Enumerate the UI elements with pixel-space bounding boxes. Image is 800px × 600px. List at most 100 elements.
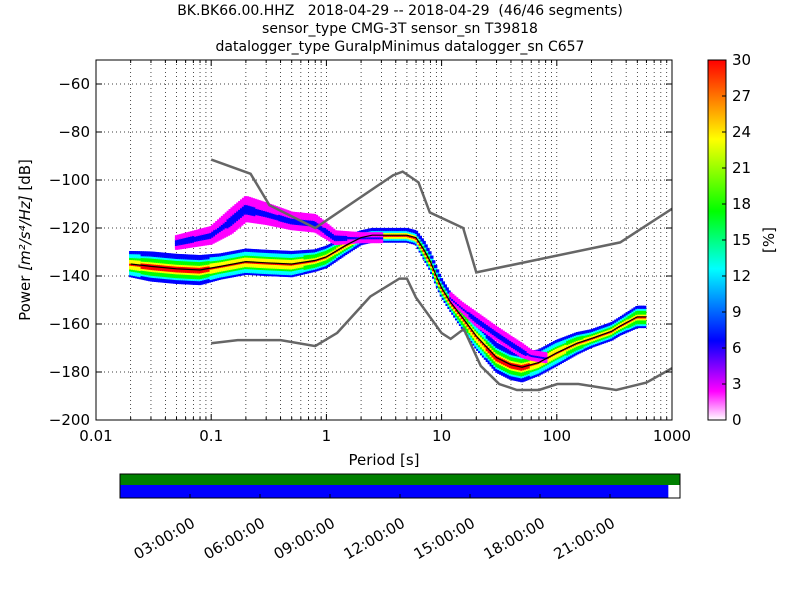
ppsd-cell (186, 244, 190, 249)
ppsd-cell (129, 256, 133, 260)
ppsd-cell (165, 262, 169, 266)
ppsd-cell (328, 262, 332, 266)
ppsd-cell (466, 329, 470, 334)
ppsd-cell (639, 313, 643, 317)
ppsd-cell (157, 261, 162, 266)
ppsd-cell (512, 360, 516, 364)
ppsd-cell (430, 267, 434, 271)
ppsd-cell (635, 325, 639, 329)
ppsd-cell (228, 274, 233, 278)
ppsd-cell (175, 257, 179, 261)
ppsd-cell (562, 358, 566, 362)
ppsd-cell (308, 213, 313, 217)
ppsd-cell (301, 264, 306, 268)
ppsd-cell (220, 227, 225, 231)
ppsd-cell (556, 344, 561, 349)
y-tick-label: −180 (49, 363, 90, 381)
ppsd-cell (195, 233, 200, 237)
ppsd-cell (292, 269, 296, 273)
ppsd-cell (142, 262, 146, 266)
ppsd-cell (516, 355, 520, 359)
ppsd-cell (295, 254, 300, 258)
ppsd-cell (410, 239, 415, 243)
ppsd-cell (507, 336, 511, 340)
ppsd-cell (316, 227, 320, 231)
ppsd-cell (282, 212, 286, 217)
ppsd-cell (478, 328, 482, 332)
ppsd-cell (478, 330, 482, 334)
ppsd-cell (435, 282, 440, 287)
ppsd-cell (537, 366, 541, 370)
ppsd-cell (579, 347, 584, 351)
ppsd-cell (309, 267, 313, 271)
ppsd-cell (290, 272, 294, 276)
ppsd-cell (209, 260, 214, 264)
ppsd-cell (642, 311, 647, 315)
ppsd-cell (176, 246, 181, 250)
ppsd-cell (200, 264, 204, 268)
ppsd-cell (372, 236, 376, 240)
ppsd-cell (307, 251, 311, 255)
ppsd-cell (246, 271, 250, 275)
ppsd-cell (176, 236, 181, 240)
ppsd-cell (524, 366, 528, 370)
ppsd-cell (253, 198, 257, 203)
ppsd-cell (476, 313, 480, 317)
ppsd-cell (455, 317, 459, 321)
ppsd-cell (213, 257, 217, 262)
ppsd-cell (169, 270, 173, 274)
ppsd-cell (265, 269, 269, 273)
ppsd-cell (265, 257, 269, 261)
x-tick-label: 1000 (653, 427, 691, 445)
ppsd-cell (249, 248, 254, 253)
ppsd-cell (209, 241, 213, 245)
ppsd-cell (230, 230, 234, 234)
ppsd-cell (267, 271, 271, 275)
ppsd-cell (249, 250, 254, 255)
ppsd-cell (241, 199, 246, 203)
ppsd-cell (205, 274, 210, 278)
ppsd-cell (395, 231, 399, 235)
ppsd-cell (405, 227, 409, 232)
ppsd-cell (165, 279, 169, 284)
ppsd-cell (493, 363, 497, 368)
ppsd-cell (150, 253, 154, 257)
ppsd-cell (224, 222, 229, 227)
ppsd-cell (525, 365, 530, 370)
ppsd-cell (530, 357, 534, 361)
ppsd-cell (234, 204, 238, 208)
ppsd-cell (180, 235, 185, 239)
ppsd-cell (270, 219, 275, 223)
ppsd-cell (286, 268, 290, 272)
ppsd-cell (507, 334, 511, 338)
ppsd-cell (524, 370, 528, 374)
ppsd-cell (154, 276, 158, 281)
ppsd-cell (333, 239, 338, 244)
ppsd-cell (311, 261, 315, 265)
ppsd-cell (238, 263, 242, 267)
ppsd-cell (389, 239, 394, 243)
ppsd-cell (246, 252, 250, 256)
ppsd-cell (278, 213, 282, 218)
ppsd-cell (476, 314, 480, 319)
ppsd-cell (255, 264, 260, 268)
ppsd-cell (297, 263, 302, 267)
ppsd-cell (320, 252, 325, 256)
ppsd-cell (548, 364, 553, 368)
ppsd-cell (393, 227, 398, 232)
ppsd-cell (556, 356, 561, 360)
ppsd-cell (309, 261, 313, 265)
ppsd-cell (347, 240, 351, 245)
ppsd-cell (241, 215, 246, 219)
ppsd-cell (201, 262, 206, 266)
ppsd-cell (209, 239, 213, 243)
ppsd-cell (445, 289, 449, 293)
ppsd-cell (228, 251, 233, 255)
ppsd-cell (570, 354, 574, 358)
ppsd-cell (379, 239, 384, 244)
ppsd-cell (570, 348, 574, 352)
ppsd-cell (286, 250, 290, 255)
ppsd-cell (554, 355, 559, 359)
ppsd-cell (619, 329, 624, 333)
ppsd-cell (190, 277, 194, 281)
